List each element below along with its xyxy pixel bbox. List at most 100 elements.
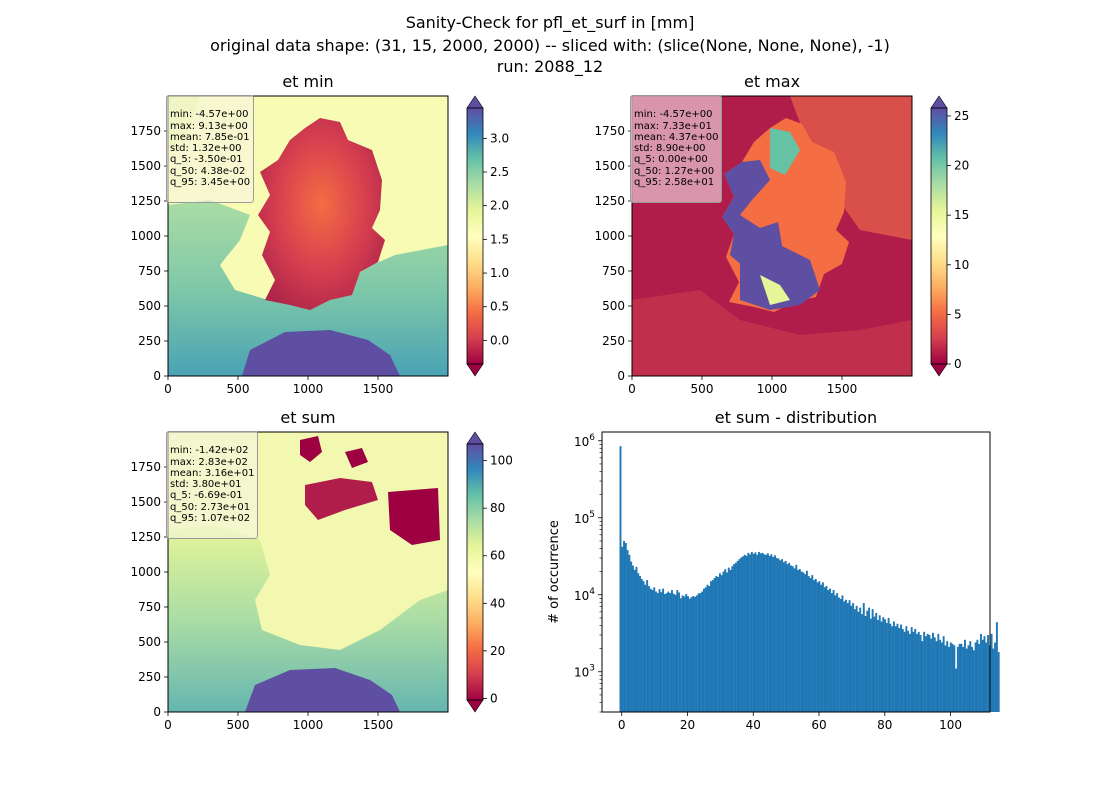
colorbar-et-min bbox=[466, 95, 484, 377]
histogram-bar bbox=[639, 576, 641, 712]
x-tick-label: 0 bbox=[618, 718, 626, 732]
histogram-bar bbox=[752, 553, 755, 712]
y-tick-label: 250 bbox=[602, 334, 625, 348]
histogram-bar bbox=[679, 598, 682, 712]
histogram-bar bbox=[676, 590, 679, 712]
stat-line: q_95: 2.58e+01 bbox=[634, 177, 715, 189]
histogram-bar bbox=[681, 595, 684, 712]
histogram-bar bbox=[846, 603, 849, 712]
histogram-bar bbox=[875, 612, 878, 712]
stats-box-et-max: min: -4.57e+00 max: 7.33e+01 mean: 4.37e+0… bbox=[630, 95, 723, 203]
histogram-bar bbox=[653, 587, 656, 712]
histogram-bar bbox=[884, 619, 887, 712]
histogram-bar bbox=[960, 643, 963, 712]
colorbar-tick-label: 3.0 bbox=[490, 131, 509, 145]
histogram-bar bbox=[720, 575, 723, 712]
histogram-bar bbox=[885, 622, 888, 712]
histogram-bar bbox=[834, 595, 837, 712]
histogram-bar bbox=[633, 569, 636, 712]
histogram-bar bbox=[784, 560, 787, 712]
histogram-bar bbox=[805, 570, 808, 712]
histogram-bar bbox=[967, 645, 970, 712]
colorbar-tick-label: 60 bbox=[490, 549, 505, 563]
histogram-bar bbox=[797, 569, 800, 712]
histogram-bar bbox=[685, 594, 688, 712]
histogram-bar bbox=[678, 592, 681, 712]
y-tick-label: 106 bbox=[574, 433, 595, 449]
histogram-bar bbox=[774, 555, 776, 712]
histogram-bar bbox=[951, 643, 954, 712]
y-tick-label: 1000 bbox=[130, 229, 161, 243]
histogram-bar bbox=[953, 645, 956, 712]
histogram-bar bbox=[976, 639, 979, 712]
stat-line: std: 3.80e+01 bbox=[170, 479, 242, 491]
histogram-bar bbox=[985, 642, 988, 712]
histogram-bar bbox=[663, 594, 666, 712]
histogram-bar bbox=[889, 623, 892, 712]
histogram-bar bbox=[882, 617, 885, 712]
colorbar-tick-label: 5 bbox=[954, 307, 962, 321]
y-tick-label: 250 bbox=[138, 334, 161, 348]
histogram-bar bbox=[665, 593, 668, 712]
histogram-bar bbox=[903, 631, 906, 712]
stat-line: std: 1.32e+00 bbox=[170, 143, 242, 155]
histogram-bar bbox=[747, 552, 750, 712]
stat-line: mean: 3.16e+01 bbox=[170, 467, 255, 479]
histogram-bar bbox=[761, 552, 764, 712]
y-tick-label: 500 bbox=[602, 299, 625, 313]
stat-line: mean: 7.85e-01 bbox=[170, 131, 250, 143]
histogram-bar bbox=[869, 618, 872, 712]
histogram-bar bbox=[990, 633, 993, 712]
colorbar-et-sum bbox=[466, 431, 484, 713]
x-tick-label: 500 bbox=[227, 718, 250, 732]
y-tick-label: 1500 bbox=[130, 159, 161, 173]
histogram-bar bbox=[997, 652, 1000, 712]
histogram-bar bbox=[655, 591, 657, 712]
histogram-bar bbox=[798, 569, 801, 712]
colorbar-tick-label: 20 bbox=[490, 644, 505, 658]
histogram-bar bbox=[694, 596, 697, 712]
histogram-bar bbox=[651, 590, 654, 712]
histogram-bar bbox=[662, 588, 665, 712]
histogram-bar bbox=[971, 646, 974, 712]
y-tick-label: 500 bbox=[138, 299, 161, 313]
y-tick-label: 1250 bbox=[130, 194, 161, 208]
histogram-bar bbox=[722, 571, 725, 712]
y-tick-label: 1000 bbox=[130, 565, 161, 579]
heatmap-et-max-south bbox=[632, 290, 912, 376]
histogram-bar bbox=[855, 605, 858, 712]
heatmap-et-max-east bbox=[790, 96, 912, 240]
colorbar-et-max bbox=[930, 95, 948, 377]
stat-line: q_5: 0.00e+00 bbox=[634, 154, 708, 166]
histogram-bar bbox=[823, 587, 826, 712]
histogram-bar bbox=[944, 645, 947, 712]
histogram-bar bbox=[862, 603, 865, 712]
histogram-bar bbox=[658, 589, 661, 712]
histogram-bar bbox=[710, 581, 713, 712]
histogram-bar bbox=[781, 559, 784, 712]
histogram-bar bbox=[770, 554, 773, 712]
histogram-bar bbox=[711, 580, 714, 712]
histogram-bar bbox=[706, 584, 709, 712]
histogram-bar bbox=[837, 597, 840, 712]
heatmap-et-min-alps bbox=[242, 330, 400, 376]
colorbar-tick-label: 15 bbox=[954, 208, 969, 222]
axes-frame-histogram bbox=[601, 431, 991, 713]
histogram-bar bbox=[935, 641, 938, 712]
histogram-bar bbox=[937, 633, 940, 712]
histogram-bar bbox=[715, 576, 718, 712]
x-tick-label: 40 bbox=[746, 718, 761, 732]
histogram-bar bbox=[782, 562, 785, 712]
x-tick-label: 1500 bbox=[363, 718, 394, 732]
histogram-bar bbox=[933, 637, 936, 712]
heatmap-et-sum-sea bbox=[168, 525, 448, 712]
histogram-bar bbox=[983, 636, 986, 712]
histogram-bar bbox=[733, 564, 736, 712]
histogram-bar bbox=[965, 648, 968, 712]
histogram-bar bbox=[958, 643, 961, 712]
histogram-bar bbox=[942, 636, 945, 712]
heatmap-et-min-germany bbox=[258, 118, 385, 310]
heatmap-et-min-sea bbox=[168, 200, 448, 376]
histogram-bar bbox=[866, 610, 869, 712]
colorbar-tick-label: 0 bbox=[954, 357, 962, 371]
